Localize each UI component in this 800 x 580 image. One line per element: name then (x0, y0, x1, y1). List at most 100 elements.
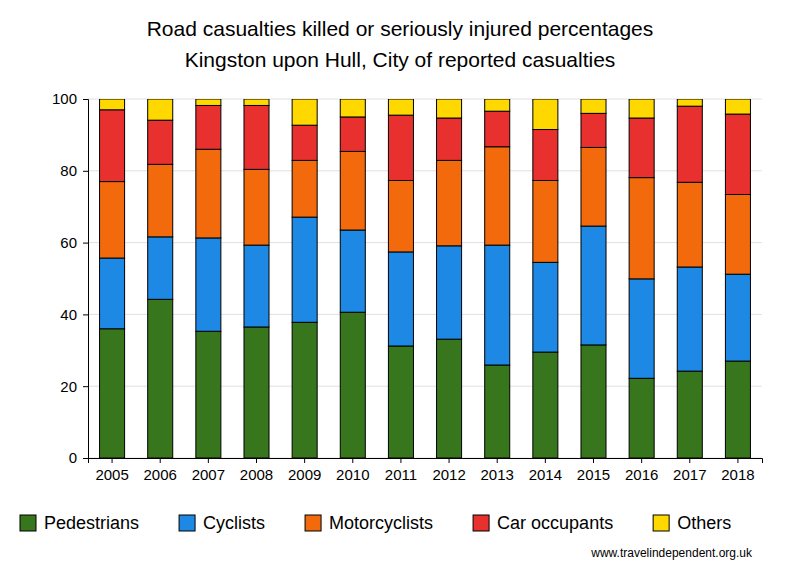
bar (196, 331, 221, 458)
series (100, 105, 751, 194)
grid (88, 99, 762, 458)
tick-label: 2009 (288, 466, 321, 483)
bar (581, 147, 606, 226)
tick-mark (83, 458, 88, 459)
tick-label: 20 (60, 378, 77, 395)
tick-mark (83, 243, 88, 244)
tick: 2009 (288, 458, 321, 483)
tick: 2008 (240, 458, 273, 483)
tick-label: 0 (69, 449, 77, 466)
bar (340, 230, 365, 312)
tick: 2013 (481, 458, 514, 483)
tick: 2014 (529, 458, 562, 483)
tick-mark (208, 458, 209, 463)
tick-mark (737, 458, 738, 463)
bar (100, 182, 125, 258)
bar (629, 99, 654, 118)
tick-mark (352, 458, 353, 463)
bar (677, 182, 702, 267)
legend-swatch (305, 515, 321, 531)
bar (100, 110, 125, 182)
bar (533, 180, 558, 262)
bar (437, 160, 462, 245)
bar (148, 99, 173, 120)
grid-line (88, 314, 762, 315)
bar (725, 114, 750, 194)
bar (533, 130, 558, 181)
bar (725, 99, 750, 114)
bar (629, 178, 654, 279)
bar (581, 345, 606, 458)
tick: 40 (60, 306, 88, 323)
bar (485, 147, 510, 245)
tick-label: 2018 (721, 466, 754, 483)
bars (100, 99, 751, 458)
tick: 2007 (192, 458, 225, 483)
bar (437, 118, 462, 160)
bar (677, 267, 702, 371)
bar (196, 149, 221, 238)
bar (388, 252, 413, 346)
legend-label: Cyclists (203, 513, 265, 533)
tick: 2012 (432, 458, 465, 483)
series (100, 99, 751, 130)
bar (196, 105, 221, 149)
bar (196, 238, 221, 331)
bar (292, 160, 317, 217)
tick-mark (83, 171, 88, 172)
tick-label: 2013 (481, 466, 514, 483)
bar (100, 329, 125, 458)
bar (148, 237, 173, 299)
legend-swatch (473, 515, 489, 531)
grid-line (88, 386, 762, 387)
bar (340, 99, 365, 117)
bar (388, 115, 413, 180)
tick-mark (160, 458, 161, 463)
bar (244, 245, 269, 327)
bar (629, 378, 654, 458)
bar (244, 327, 269, 458)
bar (437, 339, 462, 458)
axis-line (89, 459, 763, 464)
bar (677, 99, 702, 106)
tick: 2015 (577, 458, 610, 483)
bar (340, 151, 365, 230)
grid-line (88, 242, 762, 243)
x-axis: 2005200620072008200920102011201220132014… (89, 458, 763, 483)
tick-mark (83, 99, 88, 100)
tick-label: 2007 (192, 466, 225, 483)
bar (340, 117, 365, 151)
bar (292, 217, 317, 322)
tick-mark (689, 458, 690, 463)
legend-label: Car occupants (497, 513, 613, 533)
bar (533, 262, 558, 352)
bar (725, 274, 750, 361)
bar (292, 322, 317, 458)
bar (629, 118, 654, 178)
tick-mark (400, 458, 401, 463)
grid-line (88, 99, 762, 100)
tick: 2006 (144, 458, 177, 483)
bar (725, 361, 750, 458)
tick: 2005 (95, 458, 128, 483)
tick-mark (304, 458, 305, 463)
bar (244, 169, 269, 245)
tick: 80 (60, 162, 88, 179)
legend-label: Others (677, 513, 731, 533)
tick-mark (593, 458, 594, 463)
tick-label: 100 (52, 90, 77, 107)
bar (485, 99, 510, 111)
bar (340, 312, 365, 458)
bar (533, 99, 558, 130)
tick-label: 2015 (577, 466, 610, 483)
tick-label: 2006 (144, 466, 177, 483)
bar (148, 120, 173, 164)
title-line: Kingston upon Hull, City of reported cas… (185, 48, 616, 71)
tick-mark (256, 458, 257, 463)
bar (244, 105, 269, 169)
legend-label: Pedestrians (44, 513, 139, 533)
bar (388, 346, 413, 458)
title: Road casualties killed or seriously inju… (147, 17, 654, 71)
tick-mark (112, 458, 113, 463)
tick: 2010 (336, 458, 369, 483)
